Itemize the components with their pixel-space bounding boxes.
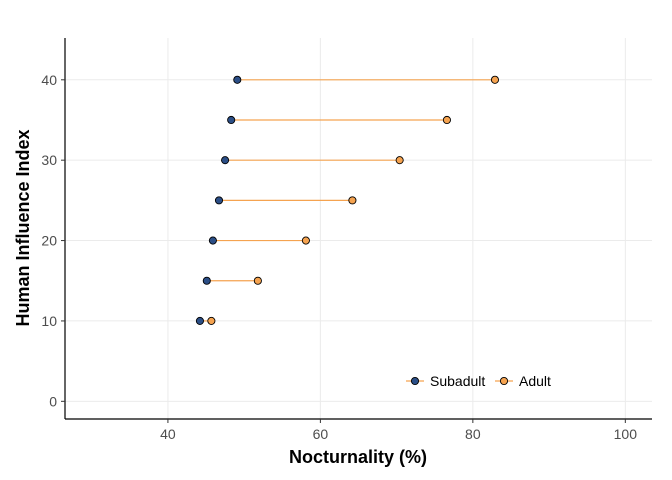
subadult-point <box>221 156 230 165</box>
adult-point <box>395 156 404 165</box>
adult-point <box>490 75 500 84</box>
subadult-point <box>233 75 242 84</box>
adult-point <box>253 276 262 285</box>
points-layer <box>195 75 500 325</box>
y-tick-label: 30 <box>41 152 57 168</box>
x-ticks: 40 60 80 100 <box>160 419 637 442</box>
y-tick-label: 40 <box>41 72 57 88</box>
y-tick-label: 10 <box>41 313 57 329</box>
legend-label-subadult: Subadult <box>430 373 485 389</box>
subadult-point <box>227 115 236 125</box>
y-axis-title: Human Influence Index <box>13 129 33 326</box>
x-tick-label: 100 <box>614 426 638 442</box>
grid-lines <box>65 38 652 419</box>
legend: Subadult Adult <box>406 373 551 389</box>
legend-key-point-adult <box>499 376 509 386</box>
x-tick-label: 60 <box>313 426 329 442</box>
subadult-point <box>195 316 204 325</box>
legend-label-adult: Adult <box>519 373 551 389</box>
adult-point <box>301 236 310 245</box>
subadult-point <box>214 196 224 205</box>
legend-key-point-subadult <box>410 376 420 386</box>
adult-point <box>207 316 216 325</box>
y-tick-label: 20 <box>41 233 57 249</box>
y-tick-label: 0 <box>49 393 57 409</box>
axes <box>64 38 652 420</box>
x-axis-title: Nocturnality (%) <box>289 447 427 467</box>
adult-point <box>348 196 357 205</box>
x-tick-label: 80 <box>465 426 481 442</box>
segments-layer <box>199 79 495 322</box>
y-ticks: 0 10 20 30 40 <box>41 72 65 409</box>
subadult-point <box>202 276 211 285</box>
subadult-point <box>208 236 217 245</box>
x-tick-label: 40 <box>160 426 176 442</box>
adult-point <box>442 115 451 125</box>
